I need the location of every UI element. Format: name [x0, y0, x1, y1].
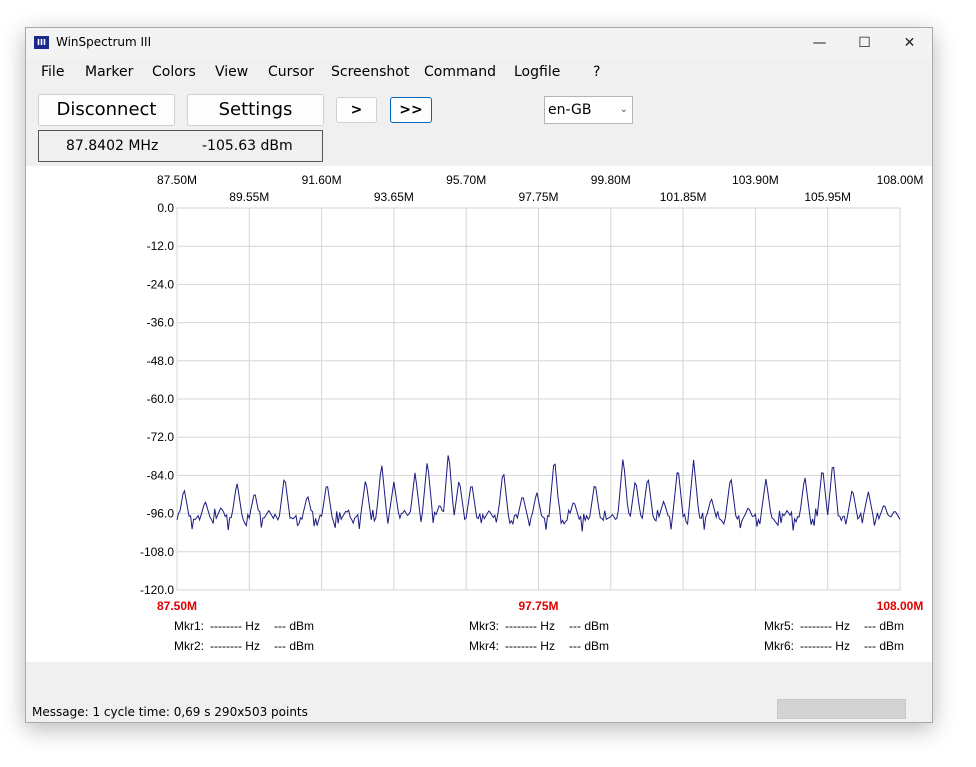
maximize-icon[interactable]: ☐: [858, 35, 871, 51]
menu-bar: File Marker Colors View Cursor Screensho…: [26, 58, 932, 86]
settings-button[interactable]: Settings: [187, 94, 324, 126]
readout-frequency: 87.8402 MHz: [66, 138, 159, 154]
x-tick-label-bottom: 97.75M: [518, 599, 558, 613]
window-title: WinSpectrum III: [56, 35, 152, 49]
title-bar[interactable]: III WinSpectrum III — ☐ ✕: [26, 28, 932, 58]
y-tick-label: -120.0: [140, 583, 174, 597]
marker-label: Mkr4:: [469, 639, 499, 653]
menu-command[interactable]: Command: [424, 64, 496, 80]
menu-file[interactable]: File: [41, 64, 65, 80]
x-tick-label-top: 87.50M: [157, 173, 197, 187]
minimize-icon[interactable]: —: [812, 35, 827, 51]
x-tick-label-top: 99.80M: [591, 173, 631, 187]
marker-dbm: --- dBm: [274, 639, 314, 653]
close-icon[interactable]: ✕: [903, 35, 916, 51]
x-tick-label-top: 91.60M: [302, 173, 342, 187]
marker-label: Mkr6:: [764, 639, 794, 653]
menu-view[interactable]: View: [215, 64, 249, 80]
x-tick-label-second: 89.55M: [229, 190, 269, 204]
spectrum-panel: 0.0 -12.0 -24.0 -36.0 -48.0 -60.0 -72.0 -84.0 -9…: [26, 166, 932, 662]
y-tick-label: 0.0: [157, 201, 174, 215]
menu-colors[interactable]: Colors: [152, 64, 196, 80]
chevron-down-icon: ⌄: [619, 104, 628, 115]
y-tick-label: -36.0: [147, 316, 175, 330]
spectrum-chart[interactable]: 0.0 -12.0 -24.0 -36.0 -48.0 -60.0 -72.0 -84.0 -9…: [26, 166, 932, 662]
marker-label: Mkr2:: [174, 639, 204, 653]
single-sweep-button[interactable]: >: [336, 97, 377, 123]
y-tick-label: -12.0: [147, 239, 175, 253]
y-tick-label: -60.0: [147, 392, 175, 406]
x-tick-label-second: 97.75M: [518, 190, 558, 204]
marker-label: Mkr1:: [174, 619, 204, 633]
marker-hz: -------- Hz: [505, 619, 555, 633]
marker-hz: -------- Hz: [210, 619, 260, 633]
x-tick-label-second: 105.95M: [804, 190, 851, 204]
y-tick-label: -48.0: [147, 354, 175, 368]
x-tick-label-bottom: 87.50M: [157, 599, 197, 613]
menu-logfile[interactable]: Logfile: [514, 64, 561, 80]
y-tick-label: -96.0: [147, 507, 175, 521]
marker-hz: -------- Hz: [800, 639, 850, 653]
marker-label: Mkr5:: [764, 619, 794, 633]
status-bar: Message: 1 cycle time: 0,69 s 290x503 po…: [26, 702, 932, 722]
y-tick-label: -72.0: [147, 430, 175, 444]
marker-hz: -------- Hz: [505, 639, 555, 653]
marker-dbm: --- dBm: [569, 639, 609, 653]
language-select-value: en-GB: [548, 102, 592, 118]
marker-label: Mkr3:: [469, 619, 499, 633]
disconnect-button[interactable]: Disconnect: [38, 94, 175, 126]
x-tick-label-bottom: 108.00M: [877, 599, 924, 613]
marker-dbm: --- dBm: [569, 619, 609, 633]
progress-bar: [777, 699, 906, 719]
menu-cursor[interactable]: Cursor: [268, 64, 315, 80]
marker-dbm: --- dBm: [274, 619, 314, 633]
cursor-readout: 87.8402 MHz -105.63 dBm: [38, 130, 323, 162]
readout-level: -105.63 dBm: [202, 138, 293, 154]
marker-hz: -------- Hz: [210, 639, 260, 653]
menu-help[interactable]: ?: [593, 64, 601, 80]
language-select[interactable]: en-GB ⌄: [544, 96, 633, 124]
marker-dbm: --- dBm: [864, 619, 904, 633]
marker-dbm: --- dBm: [864, 639, 904, 653]
x-tick-label-second: 93.65M: [374, 190, 414, 204]
y-tick-label: -108.0: [140, 545, 174, 559]
app-window: III WinSpectrum III — ☐ ✕ File Marker Co…: [25, 27, 933, 723]
marker-hz: -------- Hz: [800, 619, 850, 633]
x-tick-label-top: 108.00M: [877, 173, 924, 187]
y-tick-label: -24.0: [147, 277, 175, 291]
x-tick-label-second: 101.85M: [660, 190, 707, 204]
continuous-sweep-button[interactable]: >>: [390, 97, 432, 123]
spectrum-trace: [176, 455, 901, 532]
menu-marker[interactable]: Marker: [85, 64, 134, 80]
menu-screenshot[interactable]: Screenshot: [331, 64, 410, 80]
x-tick-label-top: 95.70M: [446, 173, 486, 187]
winspectrum-app-icon: III: [34, 36, 49, 49]
x-tick-label-top: 103.90M: [732, 173, 779, 187]
y-tick-label: -84.0: [147, 468, 175, 482]
status-message: Message: 1 cycle time: 0,69 s 290x503 po…: [32, 705, 308, 719]
